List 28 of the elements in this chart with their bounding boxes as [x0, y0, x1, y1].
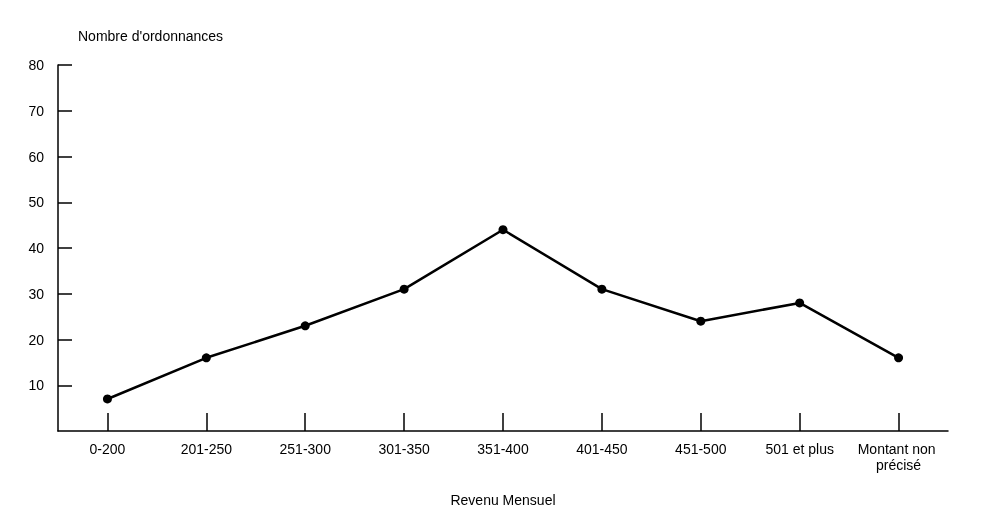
y-tick-label: 20 — [28, 331, 45, 348]
y-axis-title: Nombre d'ordonnances — [78, 28, 224, 44]
point — [498, 225, 508, 235]
point — [696, 316, 706, 326]
x-tick-label: 301-350 — [378, 441, 431, 457]
x-tick-label: 351-400 — [477, 441, 529, 457]
x-tick-label: 501 et plus — [765, 441, 834, 457]
x-tick-label: 0-200 — [89, 441, 126, 457]
y-tick-label: 60 — [28, 148, 45, 165]
y-tick-label: 70 — [28, 102, 45, 119]
y-tick-label: 10 — [28, 377, 45, 394]
x-tick-label: 401-450 — [576, 441, 628, 457]
x-tick-label: Montant non précisé — [857, 441, 940, 473]
y-tick-label: 50 — [28, 194, 45, 211]
y-tick-label: 80 — [28, 57, 45, 73]
point — [795, 298, 805, 308]
x-tick-label: 201-250 — [180, 441, 233, 457]
x-tick-label: 251-300 — [279, 441, 332, 457]
y-tick-label: 40 — [28, 240, 45, 256]
point — [102, 394, 112, 404]
point — [894, 353, 904, 363]
y-tick-label: 30 — [28, 285, 45, 302]
point — [300, 321, 310, 331]
point — [201, 353, 211, 363]
x-axis-title: Revenu Mensuel — [450, 492, 556, 508]
point — [399, 284, 409, 294]
point — [597, 284, 607, 294]
x-tick-label: 451-500 — [675, 441, 727, 457]
